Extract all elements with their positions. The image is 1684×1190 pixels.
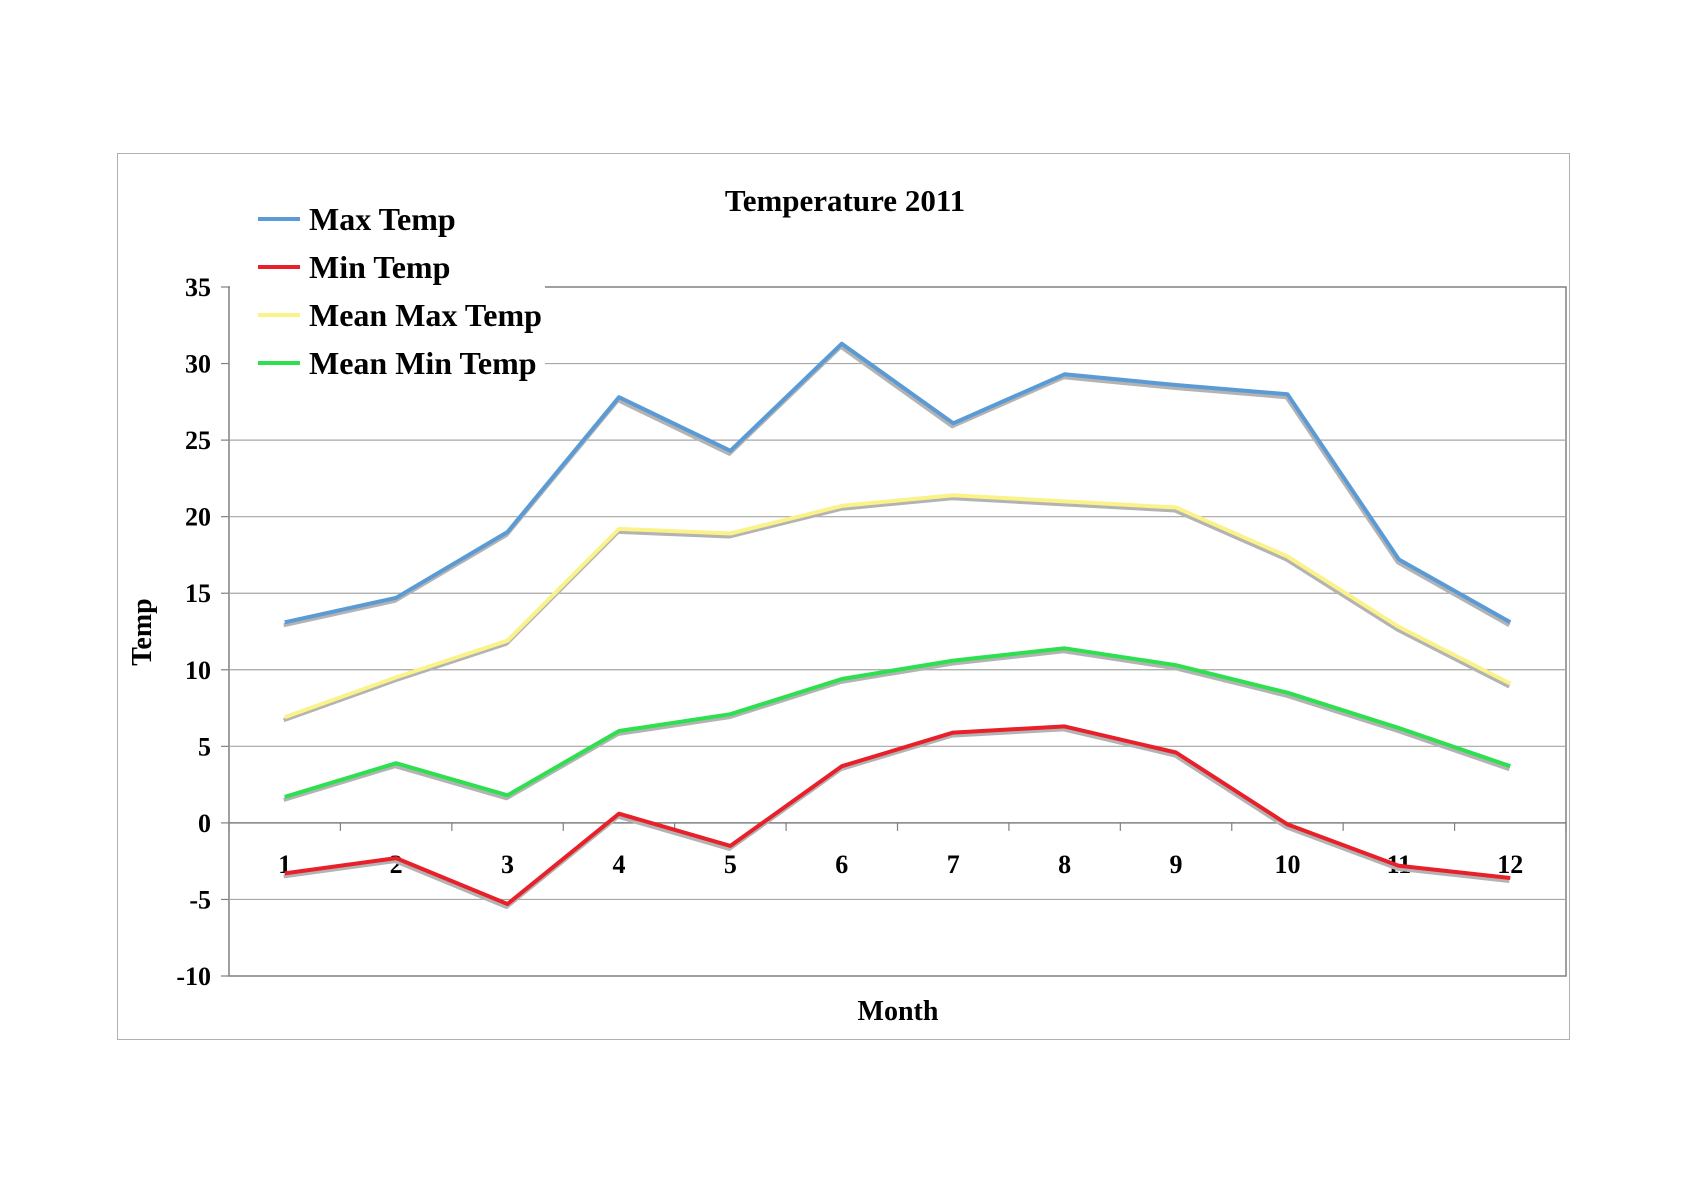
y-tick-label: 35 [185,273,211,302]
legend-label: Mean Min Temp [309,345,537,381]
x-axis-ticks: 1 2 3 4 5 6 7 8 9 10 11 12 [278,850,1523,879]
series-line-mean-max-temp [284,493,1512,720]
x-tick-label: 5 [724,850,737,879]
x-axis-label: Month [858,996,939,1027]
legend-label: Min Temp [309,249,450,285]
gridlines [229,362,1566,901]
plot-area [228,286,1567,977]
series-lines [283,341,1512,909]
series-shadow [283,344,1511,628]
y-tick-label: 10 [185,656,211,685]
x-tick-label: 9 [1170,850,1183,879]
y-tick-label: 25 [185,426,211,455]
x-tick-label: 12 [1497,850,1523,879]
y-tick-label: -5 [189,885,211,914]
y-tick-label: -10 [176,962,211,991]
x-tick-label: 4 [612,850,625,879]
legend-label: Mean Max Temp [309,297,542,333]
y-axis-ticks: 35 30 25 20 15 10 5 0 -5 -10 [176,273,229,991]
y-tick-label: 30 [185,350,211,379]
x-axis-line [228,822,1567,831]
series-shadow [283,727,1510,909]
series-line-mean-min-temp [284,646,1511,799]
x-tick-label: 8 [1058,850,1071,879]
x-tick-label: 10 [1274,850,1300,879]
y-tick-label: 15 [185,579,211,608]
legend: Max Temp Min Temp Mean Max Temp Mean Min Te… [258,201,542,381]
x-tick-label: 3 [501,850,514,879]
legend-background [230,212,545,402]
y-tick-label: 5 [198,732,211,761]
chart-title: Temperature 2011 [725,183,965,218]
y-axis-label: Temp [127,598,158,665]
series-shadow [283,649,1510,802]
series-line-min-temp [284,724,1511,906]
legend-label: Max Temp [309,201,456,237]
x-tick-label: 6 [835,850,848,879]
x-tick-label: 7 [947,850,960,879]
y-tick-label: 20 [185,503,211,532]
y-tick-label: 0 [198,809,211,838]
series-shadow [283,496,1511,723]
series-line-max-temp [284,341,1512,625]
